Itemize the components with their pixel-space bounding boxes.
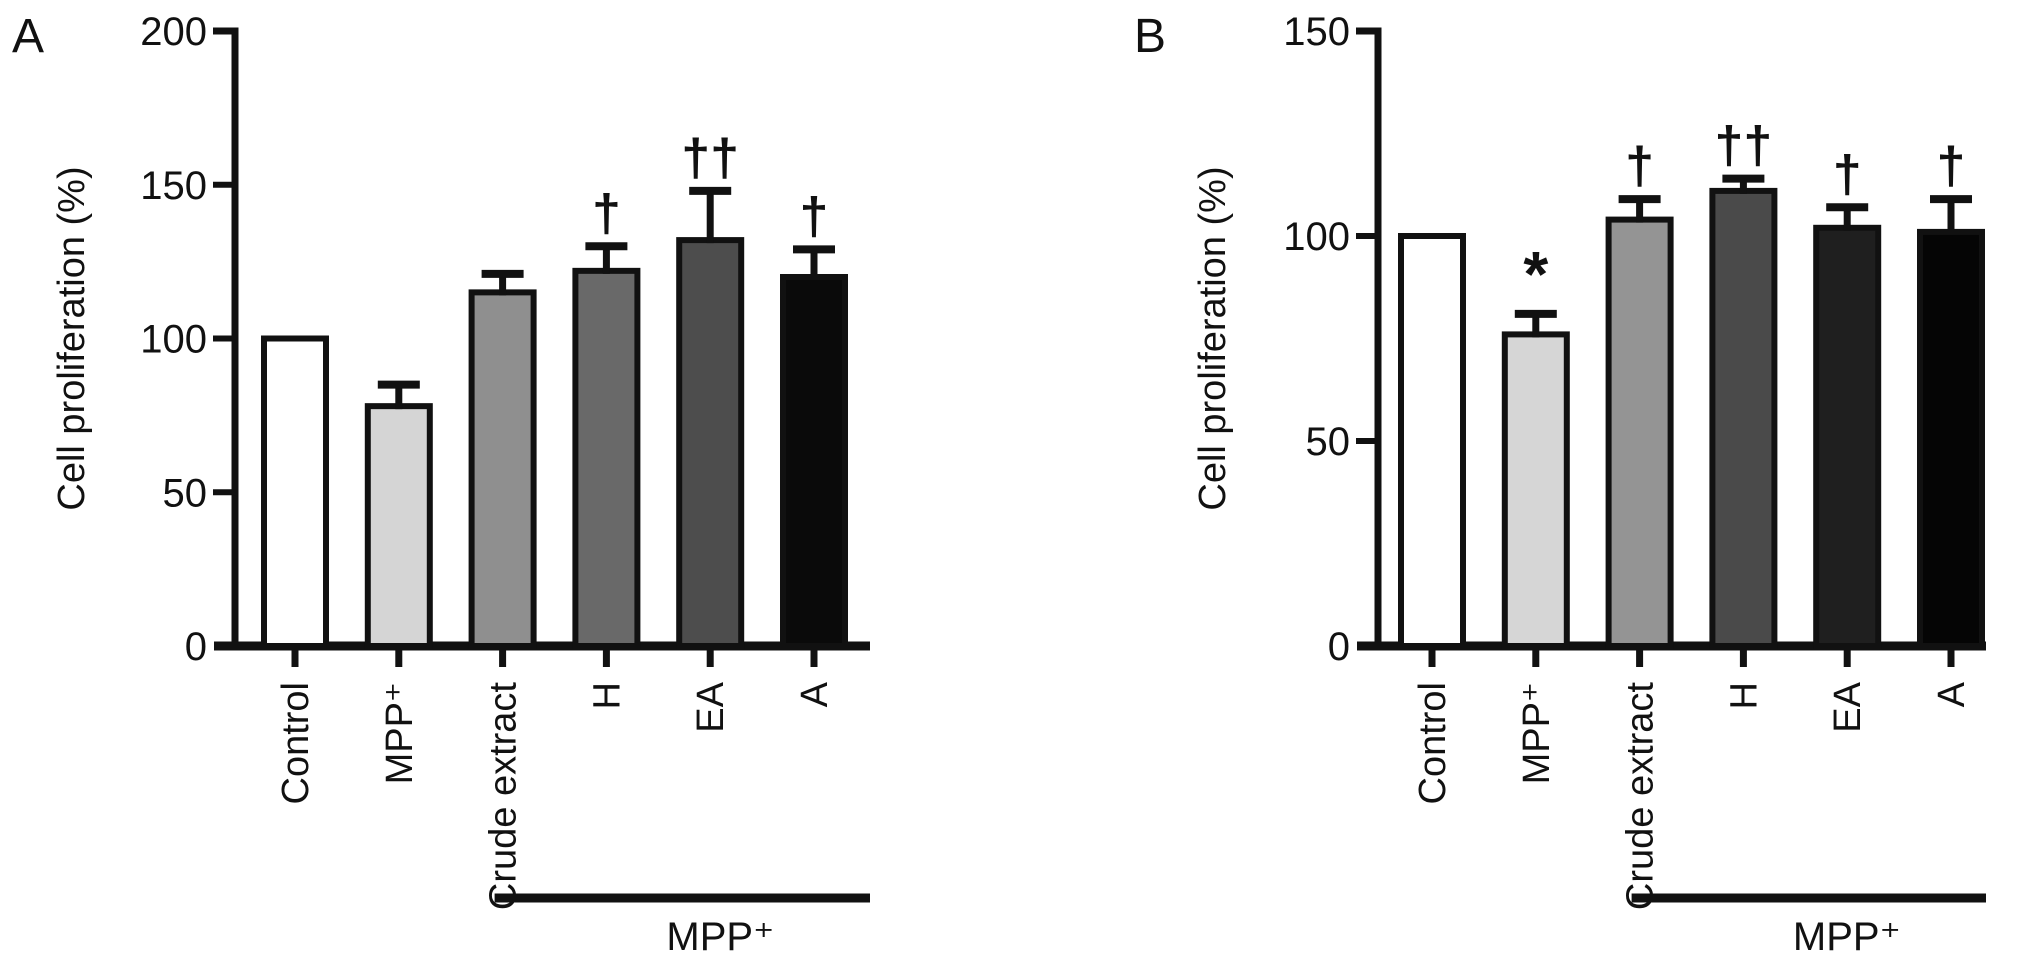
x-tick-label: Control (1412, 682, 1454, 805)
panel-letter: A (12, 10, 44, 63)
y-axis (1356, 27, 1382, 646)
sig-marker: †† (681, 129, 739, 187)
x-tick-label: Crude extract (483, 682, 525, 911)
panel-a-chart: A Cell proliferation (%) 0 50 100 150 200 Contr… (12, 10, 870, 959)
x-tick-label: H (586, 682, 628, 709)
bar-mpp- (364, 403, 433, 649)
sig-marker: † (1833, 145, 1862, 203)
x-tick-label: A (1931, 681, 1973, 707)
y-axis-tick-label: 150 (1283, 10, 1350, 54)
x-tick-label: H (1723, 682, 1765, 709)
bar-control (1398, 233, 1466, 649)
bar-ea (676, 237, 745, 649)
group-bracket-label: MPP⁺ (1793, 915, 1901, 959)
sig-marker: † (1937, 137, 1966, 195)
x-tick-label: EA (1827, 681, 1869, 732)
bar-h (572, 267, 641, 649)
panel-b-chart: B Cell proliferation (%) 0 50 100 150 Control *… (1134, 10, 1986, 959)
bar-a (780, 274, 848, 649)
bar-ea (1813, 224, 1882, 650)
x-tick-label: Crude extract (1620, 682, 1662, 911)
y-axis (213, 27, 239, 646)
bar-crude-extract (1605, 216, 1674, 649)
x-tick-label: MPP⁺ (379, 682, 421, 784)
y-axis-tick-label: 200 (140, 10, 207, 54)
y-axis-tick-label: 50 (163, 471, 208, 515)
y-axis-tick-label: 0 (185, 625, 207, 669)
bar-a (1917, 228, 1985, 649)
sig-marker: * (1523, 238, 1548, 310)
y-axis-tick-label: 0 (1328, 625, 1350, 669)
bar-h (1709, 187, 1778, 649)
bar-control (261, 335, 329, 649)
x-tick-label: Control (275, 682, 317, 805)
panel-letter: B (1134, 10, 1166, 63)
x-tick-label: EA (690, 681, 732, 732)
y-axis-title: Cell proliferation (%) (1192, 166, 1234, 510)
sig-marker: † (800, 187, 829, 245)
y-axis-tick-label: 100 (140, 318, 207, 362)
y-axis-tick-label: 150 (140, 164, 207, 208)
group-bracket-label: MPP⁺ (666, 915, 774, 959)
bar-crude-extract (468, 289, 537, 649)
y-axis-tick-label: 50 (1306, 420, 1351, 464)
sig-marker: †† (1714, 117, 1772, 175)
bar-mpp- (1501, 331, 1570, 649)
x-tick-label: A (794, 681, 836, 707)
x-tick-label: MPP⁺ (1516, 682, 1558, 784)
sig-marker: † (592, 184, 621, 242)
y-axis-title: Cell proliferation (%) (51, 166, 93, 510)
sig-marker: † (1625, 137, 1654, 195)
y-axis-tick-label: 100 (1283, 215, 1350, 259)
